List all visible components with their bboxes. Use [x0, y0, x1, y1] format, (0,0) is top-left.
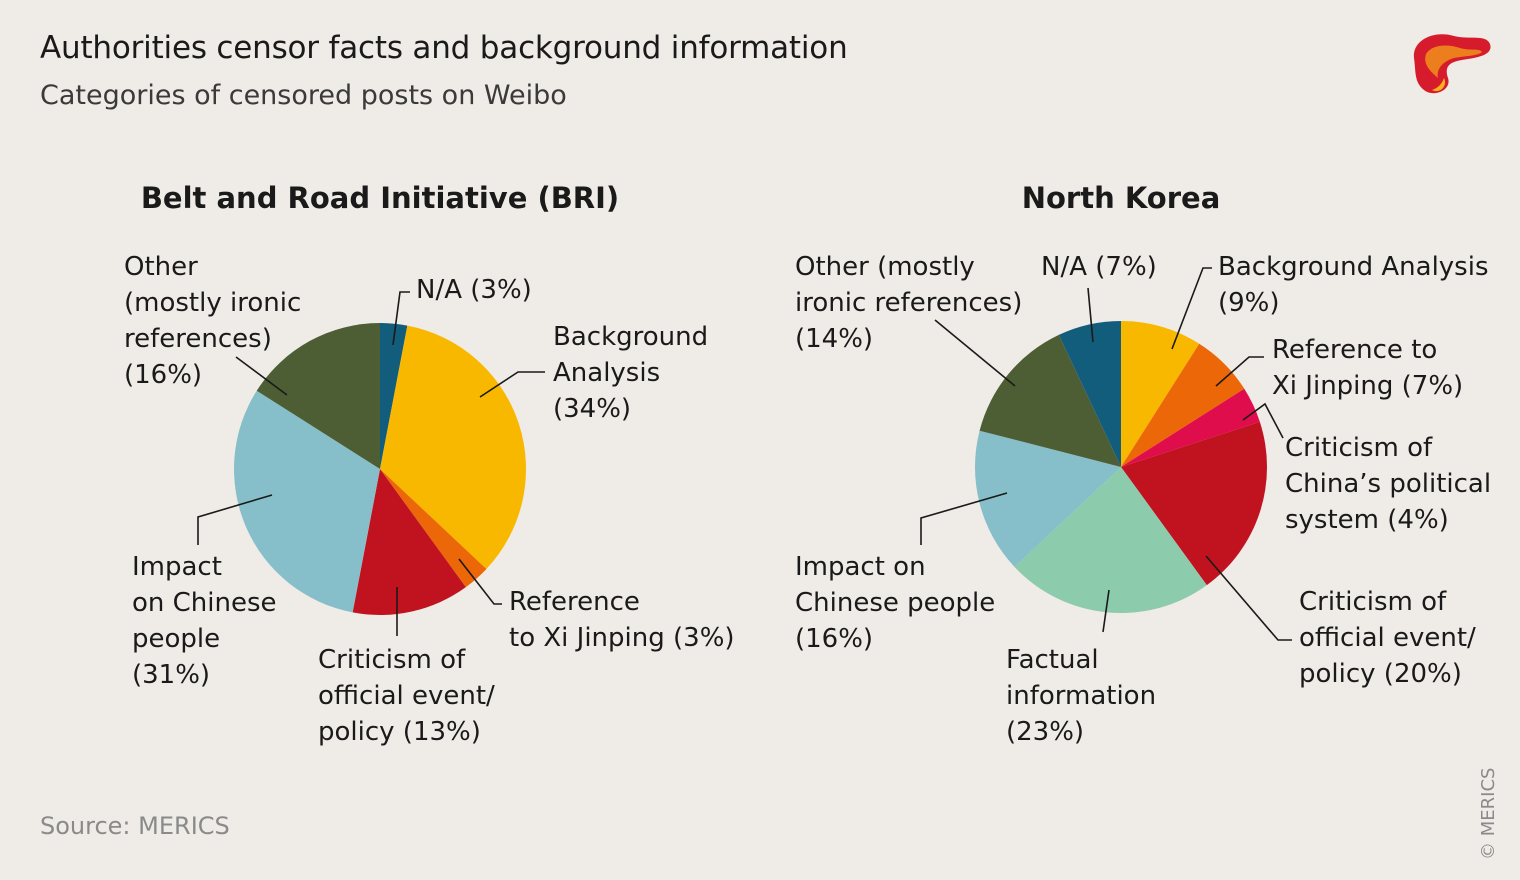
slice-label: N/A (7%) — [1041, 252, 1157, 282]
slice-label: Other (mostly ironic references) (14%) — [795, 252, 1022, 354]
slice-label-line: (16%) — [795, 624, 873, 654]
slice-label-line: references) — [124, 324, 272, 354]
page-title: Authorities censor facts and background … — [40, 30, 848, 66]
pie-slice — [1058, 321, 1121, 467]
pie-slice — [974, 430, 1121, 567]
slice-label: Reference to Xi Jinping (7%) — [1272, 335, 1463, 401]
slice-label-line: Other (mostly — [795, 252, 975, 282]
slice-label-line: Factual — [1006, 645, 1099, 675]
slice-label-line: Impact on — [795, 552, 926, 582]
slice-label-line: China’s political — [1285, 469, 1491, 499]
slice-label-line: Background — [553, 322, 708, 352]
leader-line — [920, 492, 1008, 545]
slice-label-line: Xi Jinping (7%) — [1272, 371, 1463, 401]
leader-line — [458, 558, 502, 605]
slice-label: N/A (3%) — [416, 275, 532, 305]
pie-slice — [1121, 321, 1200, 467]
source-note: Source: MERICS — [40, 812, 230, 840]
slice-label: Factual information (23%) — [1006, 645, 1156, 747]
slice-label: Background Analysis (9%) — [1218, 252, 1489, 318]
slice-label-line: Reference — [509, 587, 640, 617]
slice-label-line: Analysis — [553, 358, 660, 388]
slice-label-line: Criticism of — [1285, 433, 1433, 463]
slice-label-line: Impact — [132, 552, 222, 582]
leader-line — [1242, 402, 1284, 439]
slice-label-line: N/A (7%) — [1041, 252, 1157, 282]
slice-label-line: ironic references) — [795, 288, 1022, 318]
slice-label-line: people — [132, 624, 220, 654]
leader-line — [1215, 356, 1264, 387]
slice-label-line: Other — [124, 252, 198, 282]
chart-title-north-korea: North Korea — [1022, 181, 1221, 215]
leader-line — [392, 291, 410, 346]
slice-label-line: (31%) — [132, 660, 210, 690]
slice-label-line: official event/ — [318, 681, 495, 711]
slice-label-line: policy (13%) — [318, 717, 481, 747]
slice-label-line: (34%) — [553, 394, 631, 424]
slice-label-line: Criticism of — [1299, 587, 1447, 617]
pie-slice — [380, 325, 526, 569]
slice-label: Impact on Chinese people (16%) — [795, 552, 995, 654]
pie-slice — [352, 469, 466, 615]
pie-slice — [380, 469, 487, 588]
pie-slice — [256, 323, 380, 469]
leader-line — [1102, 589, 1110, 633]
slice-label-line: N/A (3%) — [416, 275, 532, 305]
slice-label: Background Analysis (34%) — [553, 322, 708, 424]
slice-label: Criticism of official event/policy (13%) — [318, 645, 495, 747]
leader-line — [235, 356, 288, 396]
chart-title-bri: Belt and Road Initiative (BRI) — [141, 181, 619, 215]
slice-label-line: (16%) — [124, 360, 202, 390]
slice-label-line: (23%) — [1006, 717, 1084, 747]
merics-logo-icon — [1413, 34, 1491, 94]
slice-label: Criticism of China’s political system (4%) — [1285, 433, 1491, 535]
pie-bri — [233, 323, 526, 615]
slice-label-line: Chinese people — [795, 588, 995, 618]
slice-label-line: (14%) — [795, 324, 873, 354]
slice-label-line: Criticism of — [318, 645, 466, 675]
leader-line — [1087, 287, 1094, 343]
copyright-note: © MERICS — [1478, 767, 1499, 860]
leader-line — [197, 494, 273, 545]
slice-label-line: (mostly ironic — [124, 288, 301, 318]
slice-label-line: Reference to — [1272, 335, 1437, 365]
pie-slice — [1121, 388, 1260, 467]
slice-label-line: Background Analysis — [1218, 252, 1489, 282]
leader-line — [1171, 267, 1212, 350]
slice-label: Reference to Xi Jinping (3%) — [509, 587, 735, 653]
pie-slice — [233, 390, 380, 613]
page-subtitle: Categories of censored posts on Weibo — [40, 80, 567, 111]
slice-label: Impact on Chinese people (31%) — [132, 552, 277, 690]
pie-slice — [1121, 421, 1267, 586]
slice-label-line: (9%) — [1218, 288, 1280, 318]
slice-label-line: official event/ — [1299, 623, 1476, 653]
slice-label: Criticism of official event/policy (20%) — [1299, 587, 1476, 689]
slice-label-line: information — [1006, 681, 1156, 711]
slice-label-line: system (4%) — [1285, 505, 1449, 535]
leader-line — [1205, 555, 1292, 641]
slice-label-line: to Xi Jinping (3%) — [509, 623, 735, 653]
pie-slice — [1121, 343, 1245, 467]
pie-north-korea — [974, 321, 1267, 613]
slice-label-line: policy (20%) — [1299, 659, 1462, 689]
leader-line — [934, 319, 1016, 387]
slice-label-line: on Chinese — [132, 588, 277, 618]
leader-line — [479, 371, 545, 398]
pie-slice — [979, 334, 1121, 467]
pie-slice — [1014, 467, 1207, 613]
labels-bri: N/A (3%) Background Analysis (34%) Reference… — [124, 252, 735, 747]
labels-north-korea: Background Analysis (9%) Reference to Xi Ji… — [795, 252, 1491, 747]
slice-label: Other (mostly ironic references) (16%) — [124, 252, 301, 390]
pie-slice — [380, 323, 408, 469]
